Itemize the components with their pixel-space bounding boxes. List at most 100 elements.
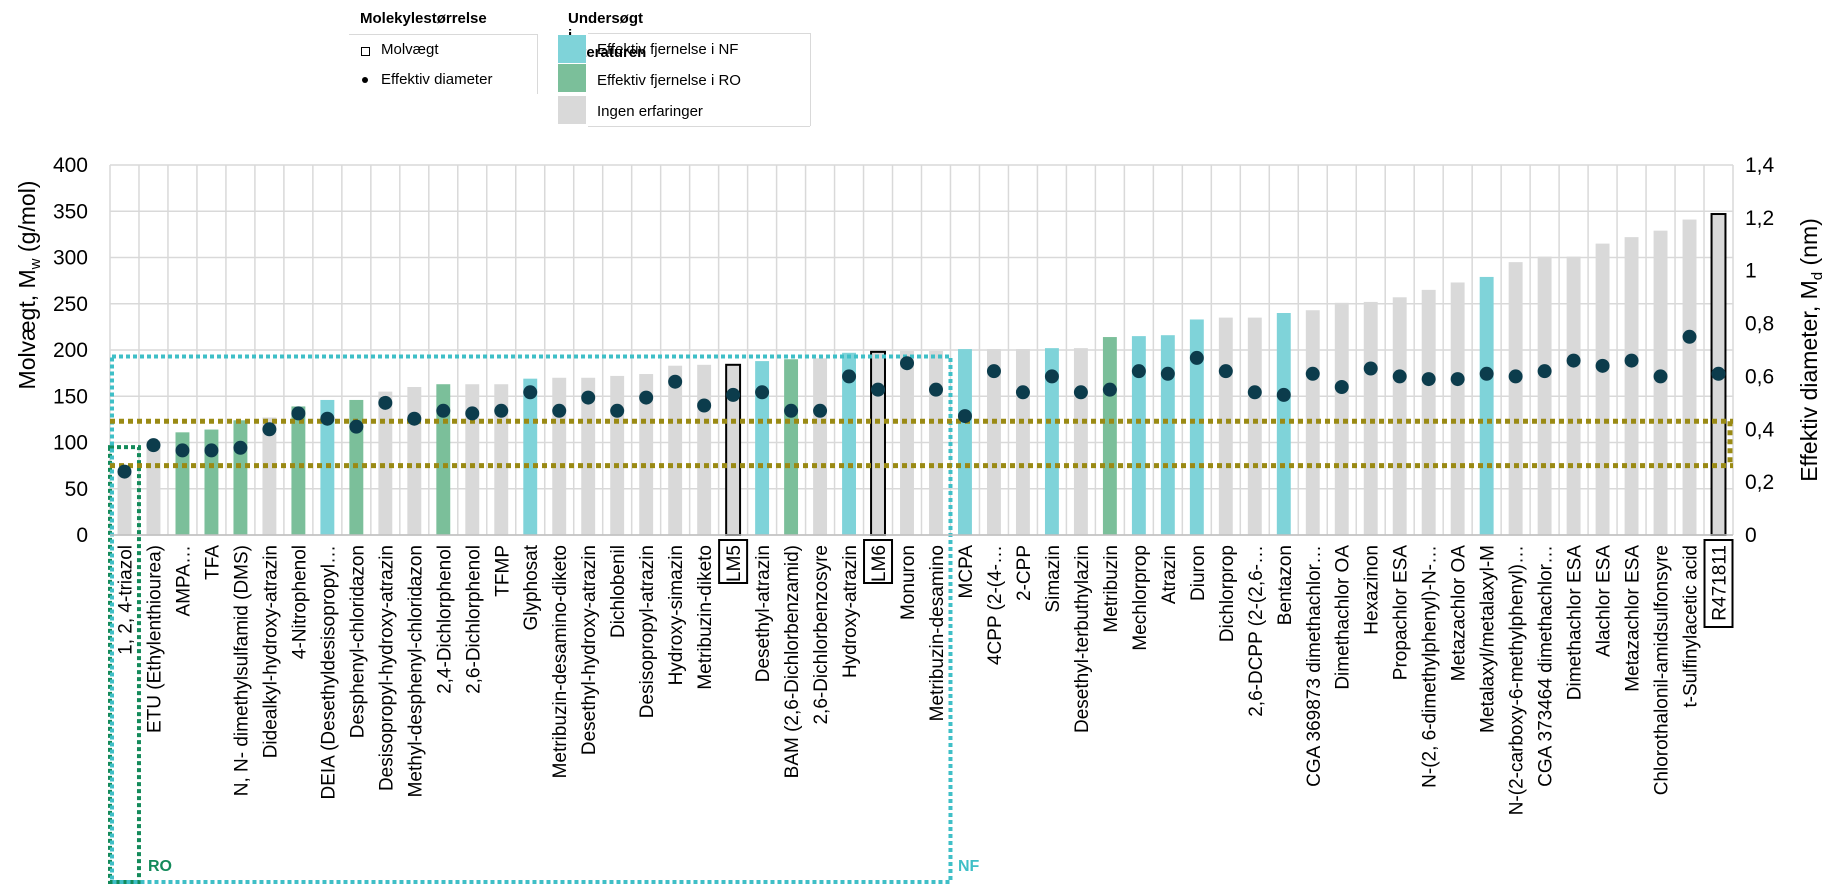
y2-tick-label: 1,2 <box>1745 207 1774 230</box>
diameter-point <box>1074 385 1088 399</box>
x-tick-label: N-(2, 6-dimethylphenyl)-N-… <box>1420 545 1441 788</box>
diameter-point <box>1364 362 1378 376</box>
diameter-point <box>987 364 1001 378</box>
bar <box>1161 335 1175 535</box>
bar <box>407 387 421 535</box>
diameter-point <box>1306 367 1320 381</box>
diameter-point <box>1132 364 1146 378</box>
diameter-point <box>784 404 798 418</box>
x-tick-label: 2,6-Dichlorbenzosyre <box>811 545 832 725</box>
x-tick-label: Diuron <box>1188 545 1209 601</box>
diameter-point <box>755 385 769 399</box>
y-tick-label: 300 <box>53 247 88 270</box>
nf-region-label: NF <box>958 858 980 875</box>
y-tick-label: 0 <box>76 524 88 547</box>
x-tick-label: Desisopropyl-hydroxy-atrazin <box>376 545 397 791</box>
diameter-point <box>204 443 218 457</box>
diameter-point <box>581 391 595 405</box>
x-tick-label: Desphenyl-chloridazon <box>347 545 368 738</box>
bar <box>1625 237 1639 535</box>
bar <box>1393 297 1407 535</box>
diameter-point <box>1712 367 1726 381</box>
bar <box>929 351 943 535</box>
bar <box>1248 318 1262 535</box>
diameter-point <box>1393 369 1407 383</box>
x-tick-label: N, N- dimethylsulfamid (DMS) <box>231 545 252 796</box>
bar <box>147 441 161 535</box>
x-tick-label: LM5 <box>724 545 745 582</box>
diameter-point <box>871 383 885 397</box>
x-tick-label: Desethyl-atrazin <box>753 545 774 682</box>
x-tick-label: BAM (2,6-Dichlorbenzamid) <box>782 545 803 778</box>
x-tick-label: Metribuzin <box>1101 545 1122 633</box>
bar <box>1277 313 1291 535</box>
diameter-point <box>291 406 305 420</box>
x-tick-label: Monuron <box>898 545 919 620</box>
y-tick-label: 200 <box>53 339 88 362</box>
y-tick-label: 400 <box>53 154 88 177</box>
bar <box>1219 318 1233 535</box>
diameter-point <box>552 404 566 418</box>
y-axis-title: Molvægt, Mw (g/mol) <box>14 181 44 390</box>
x-tick-label: 1, 2, 4-triazol <box>115 545 136 655</box>
bar <box>118 471 132 535</box>
bar <box>958 349 972 535</box>
diameter-point <box>436 404 450 418</box>
diameter-point <box>378 396 392 410</box>
x-tick-label: Metazachlor ESA <box>1623 545 1644 692</box>
diameter-point <box>639 391 653 405</box>
x-tick-label: CGA 373464 dimethachlor… <box>1536 545 1557 787</box>
x-tick-label: CGA 369873 dimethachlor… <box>1304 545 1325 787</box>
x-tick-label: Desisopropyl-atrazin <box>637 545 658 718</box>
x-tick-label: AMPA… <box>173 545 194 616</box>
bar <box>697 365 711 535</box>
bar <box>784 359 798 535</box>
bar <box>523 379 537 535</box>
x-tick-label: MCPA <box>956 545 977 599</box>
bar <box>1480 277 1494 535</box>
diameter-point <box>958 409 972 423</box>
diameter-point <box>1277 388 1291 402</box>
y2-tick-label: 0,2 <box>1745 471 1774 494</box>
bar <box>1596 244 1610 535</box>
diameter-point <box>233 441 247 455</box>
bar <box>1074 348 1088 535</box>
diameter-point <box>1596 359 1610 373</box>
bar <box>1364 302 1378 535</box>
bar <box>1683 220 1697 535</box>
diameter-point <box>175 443 189 457</box>
x-tick-label: 4-Nitrophenol <box>289 545 310 659</box>
x-tick-label: Didealkyl-hydroxy-atrazin <box>260 545 281 758</box>
x-tick-label: Hydroxy-simazin <box>666 545 687 685</box>
diameter-point <box>1480 367 1494 381</box>
x-tick-label: Desethyl-hydroxy-atrazin <box>579 545 600 755</box>
x-tick-label: LM6 <box>869 545 890 582</box>
bar <box>1103 337 1117 535</box>
diameter-point <box>1509 369 1523 383</box>
bar <box>668 366 682 535</box>
x-tick-label: 4CPP (2-(4-… <box>985 545 1006 665</box>
y-tick-label: 50 <box>65 478 88 501</box>
y2-axis-title: Effektiv diameter, Md (nm) <box>1796 218 1825 482</box>
x-tick-label: 2-CPP <box>1014 545 1035 601</box>
diameter-point <box>726 388 740 402</box>
x-tick-label: Metribuzin-diketo <box>695 545 716 690</box>
diameter-point <box>1248 385 1262 399</box>
y2-tick-label: 0,6 <box>1745 365 1774 388</box>
x-tick-label: Metribuzin-desamino-diketo <box>550 545 571 778</box>
diameter-point <box>523 385 537 399</box>
diameter-point <box>697 399 711 413</box>
x-tick-label: Hydroxy-atrazin <box>840 545 861 678</box>
y2-axis-title-unit: (nm) <box>1796 218 1822 272</box>
y2-tick-label: 0 <box>1745 524 1757 547</box>
y-tick-label: 100 <box>53 432 88 455</box>
diameter-point <box>1103 383 1117 397</box>
bar <box>1422 290 1436 535</box>
x-tick-label: 2,6-DCPP (2-(2,6-… <box>1246 545 1267 717</box>
x-tick-label: Propachlor ESA <box>1391 545 1412 681</box>
y2-tick-label: 1,4 <box>1745 154 1775 177</box>
bar <box>1567 257 1581 535</box>
x-tick-labels: 1, 2, 4-triazol ETU (Ethylenthiourea) AMPA… <box>115 540 1732 815</box>
bar <box>813 358 827 535</box>
